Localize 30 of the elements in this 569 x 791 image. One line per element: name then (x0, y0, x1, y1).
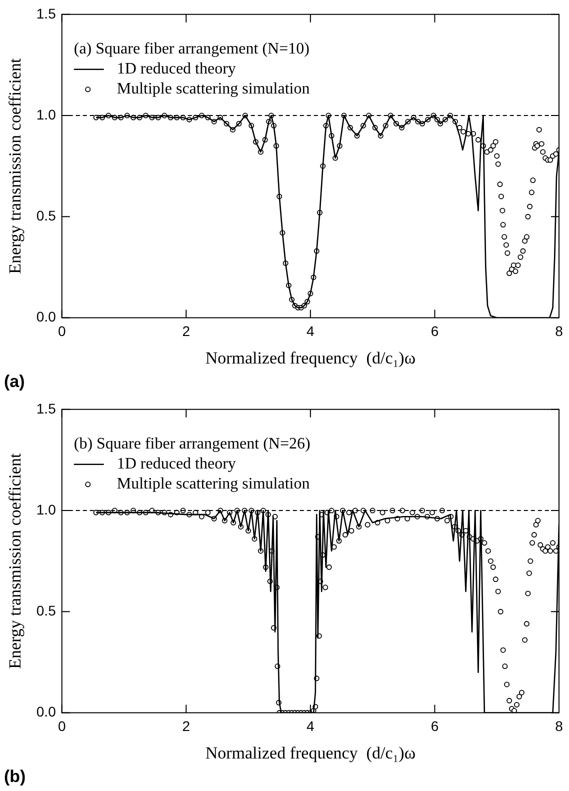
text: (a) (4, 372, 25, 391)
y-tick-label: 0.0 (36, 704, 56, 720)
y-tick-label: 0.5 (36, 602, 56, 619)
legend-label: Multiple scattering simulation (116, 80, 310, 98)
y-tick-label: 0.5 (36, 208, 56, 224)
x-tick-label: 6 (430, 323, 439, 340)
x-tick-label: 8 (555, 718, 564, 734)
legend-label: 1D reduced theory (116, 60, 236, 78)
y-axis-title: Energy transmission coefficient (6, 453, 25, 669)
text: (a) Square fiber arrangement (N=10) (74, 40, 310, 58)
x-tick-label: 6 (430, 718, 439, 734)
y-tick-label: 1.0 (36, 106, 56, 122)
x-tick-label: 8 (555, 323, 564, 340)
x-axis-title: Normalized frequency (d/c₁)ω (205, 743, 416, 762)
x-tick-label: 2 (182, 718, 190, 734)
x-tick-label: 4 (306, 323, 315, 340)
legend-label: 1D reduced theory (116, 456, 236, 473)
y-tick-label: 1.0 (36, 501, 56, 518)
x-axis-title: Normalized frequency (d/c₁)ω (205, 348, 416, 368)
y-tick-label: 1.5 (36, 400, 56, 416)
y-tick-label: 0.0 (36, 308, 56, 325)
y-axis-title: Energy transmission coefficient (6, 58, 25, 274)
legend-label: Multiple scattering simulation (116, 476, 310, 493)
text: (b) Square fiber arrangement (N=26) (74, 436, 310, 453)
x-tick-label: 4 (306, 718, 315, 734)
text: (b) (4, 767, 26, 786)
y-tick-label: 1.5 (36, 5, 56, 22)
x-tick-label: 0 (58, 718, 66, 734)
x-tick-label: 2 (182, 323, 190, 340)
x-tick-label: 0 (58, 323, 66, 340)
